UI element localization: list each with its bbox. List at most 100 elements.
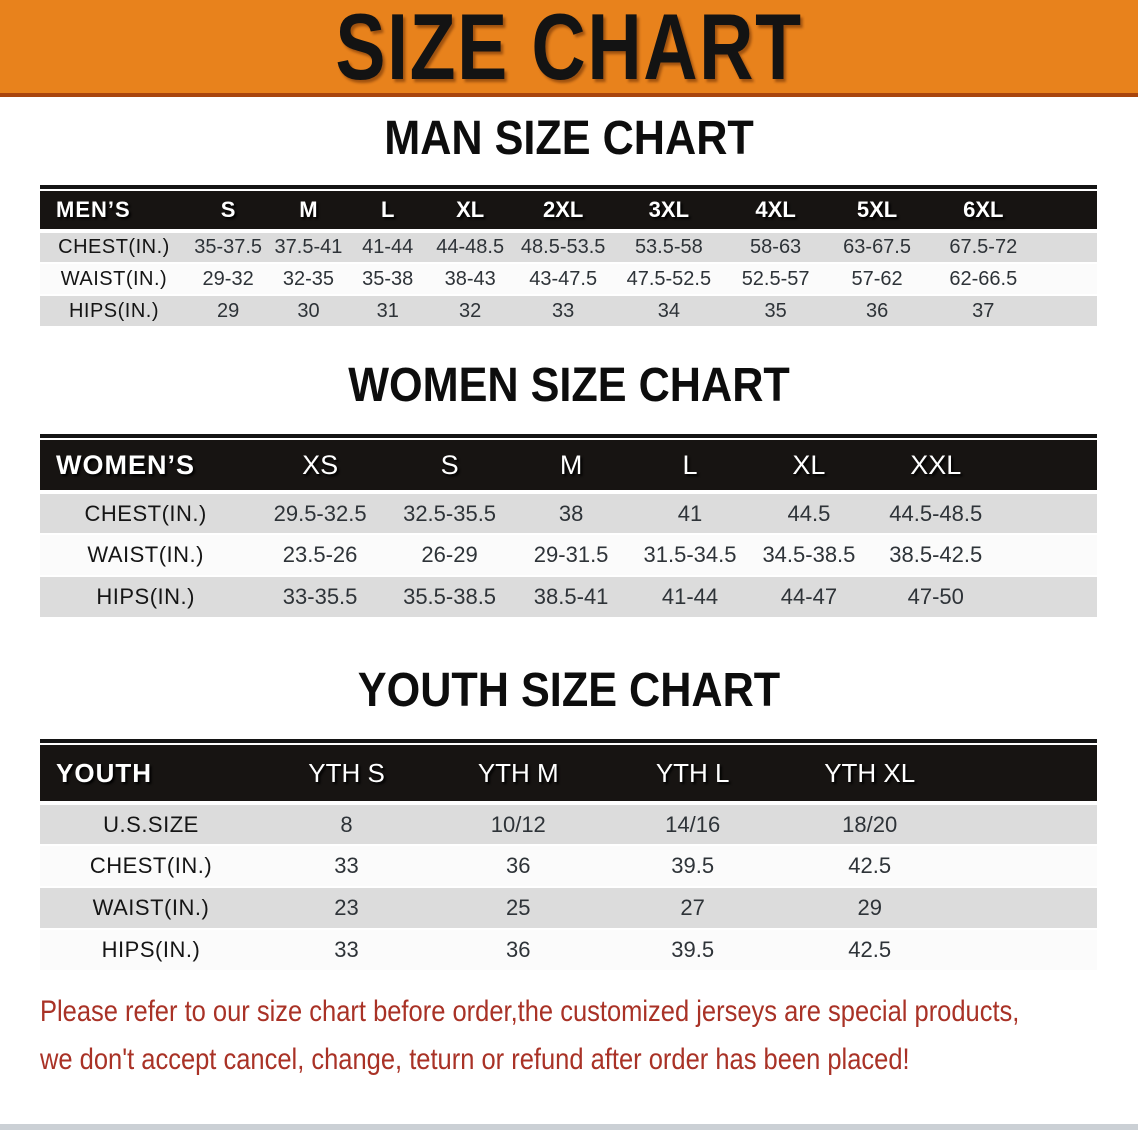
men-col-header: L — [348, 191, 427, 233]
spacer-cell — [1038, 231, 1097, 264]
size-cell: 29.5-32.5 — [251, 492, 389, 535]
youth-size-table: YOUTH YTH S YTH M YTH L YTH XL U.S.SIZE … — [40, 745, 1097, 972]
disclaimer-line-1: Please refer to our size chart before or… — [40, 995, 1020, 1028]
youth-section-heading: YOUTH SIZE CHART — [357, 664, 781, 717]
spacer-cell — [959, 803, 1097, 846]
size-cell: 29-32 — [187, 263, 269, 296]
men-section-heading: MAN SIZE CHART — [384, 112, 754, 165]
disclaimer-line-2: we don't accept cancel, change, teturn o… — [40, 1043, 910, 1076]
size-cell: 39.5 — [605, 845, 780, 888]
size-cell: 14/16 — [605, 803, 780, 846]
men-col-header: 3XL — [612, 191, 725, 233]
row-label: CHEST(IN.) — [40, 845, 262, 888]
spacer-cell — [959, 929, 1097, 972]
size-cell: 35-37.5 — [187, 231, 269, 264]
youth-col-header: YTH M — [431, 745, 606, 805]
men-header-row: MEN’S S M L XL 2XL 3XL 4XL 5XL 6XL — [40, 191, 1097, 233]
women-corner-label: WOMEN’S — [40, 440, 252, 494]
size-cell: 36 — [431, 929, 606, 972]
men-col-header: XL — [426, 191, 514, 233]
size-cell: 32.5-35.5 — [388, 492, 511, 535]
row-label: U.S.SIZE — [40, 803, 262, 846]
size-cell: 26-29 — [388, 534, 511, 577]
size-cell: 62-66.5 — [927, 263, 1039, 296]
row-label: CHEST(IN.) — [40, 231, 188, 264]
size-cell: 37.5-41 — [268, 231, 349, 264]
size-cell: 18/20 — [779, 803, 960, 846]
size-cell: 38-43 — [426, 263, 514, 296]
size-cell: 57-62 — [826, 263, 928, 296]
size-cell: 29 — [187, 295, 269, 328]
size-cell: 33 — [261, 845, 432, 888]
size-cell: 33 — [513, 295, 613, 328]
women-waist-row: WAIST(IN.) 23.5-26 26-29 29-31.5 31.5-34… — [40, 534, 1097, 577]
size-cell: 42.5 — [779, 929, 960, 972]
size-cell: 34.5-38.5 — [748, 534, 870, 577]
row-label: HIPS(IN.) — [40, 929, 262, 972]
bottom-divider — [0, 1124, 1138, 1130]
men-col-header: 4XL — [724, 191, 827, 233]
men-chest-row: CHEST(IN.) 35-37.5 37.5-41 41-44 44-48.5… — [40, 231, 1097, 264]
women-chest-row: CHEST(IN.) 29.5-32.5 32.5-35.5 38 41 44.… — [40, 492, 1097, 535]
men-header-spacer — [1038, 191, 1097, 233]
youth-col-header: YTH S — [261, 745, 432, 805]
size-cell: 47.5-52.5 — [612, 263, 725, 296]
women-col-header: M — [510, 440, 632, 494]
women-hips-row: HIPS(IN.) 33-35.5 35.5-38.5 38.5-41 41-4… — [40, 576, 1097, 619]
youth-hips-row: HIPS(IN.) 33 36 39.5 42.5 — [40, 929, 1097, 972]
women-col-header: XL — [748, 440, 870, 494]
size-cell: 27 — [605, 887, 780, 930]
size-cell: 25 — [431, 887, 606, 930]
size-cell: 53.5-58 — [612, 231, 725, 264]
size-cell: 44-48.5 — [426, 231, 514, 264]
size-cell: 8 — [261, 803, 432, 846]
size-cell: 35 — [724, 295, 827, 328]
spacer-cell — [959, 845, 1097, 888]
size-cell: 31.5-34.5 — [631, 534, 749, 577]
banner: SIZE CHART — [0, 0, 1138, 97]
women-col-header: S — [388, 440, 511, 494]
size-cell: 37 — [927, 295, 1039, 328]
size-cell: 63-67.5 — [826, 231, 928, 264]
youth-waist-row: WAIST(IN.) 23 25 27 29 — [40, 887, 1097, 930]
size-cell: 58-63 — [724, 231, 827, 264]
size-cell: 33-35.5 — [251, 576, 389, 619]
size-cell: 32 — [426, 295, 514, 328]
youth-ussize-row: U.S.SIZE 8 10/12 14/16 18/20 — [40, 803, 1097, 846]
youth-chest-row: CHEST(IN.) 33 36 39.5 42.5 — [40, 845, 1097, 888]
size-cell: 42.5 — [779, 845, 960, 888]
size-cell: 29 — [779, 887, 960, 930]
row-label: WAIST(IN.) — [40, 887, 262, 930]
spacer-cell — [959, 887, 1097, 930]
size-cell: 23 — [261, 887, 432, 930]
page-title: SIZE CHART — [335, 0, 803, 99]
size-cell: 47-50 — [869, 576, 1002, 619]
size-cell: 36 — [431, 845, 606, 888]
row-label: WAIST(IN.) — [40, 263, 188, 296]
size-cell: 36 — [826, 295, 928, 328]
women-section-heading: WOMEN SIZE CHART — [348, 359, 790, 412]
size-cell: 44-47 — [748, 576, 870, 619]
women-col-header: XXL — [869, 440, 1002, 494]
size-cell: 48.5-53.5 — [513, 231, 613, 264]
size-cell: 52.5-57 — [724, 263, 827, 296]
youth-header-row: YOUTH YTH S YTH M YTH L YTH XL — [40, 745, 1097, 805]
row-label: HIPS(IN.) — [40, 576, 252, 619]
women-header-row: WOMEN’S XS S M L XL XXL — [40, 440, 1097, 494]
size-cell: 39.5 — [605, 929, 780, 972]
youth-corner-label: YOUTH — [40, 745, 262, 805]
men-col-header: 5XL — [826, 191, 928, 233]
size-cell: 41-44 — [348, 231, 427, 264]
men-col-header: 2XL — [513, 191, 613, 233]
youth-header-spacer — [959, 745, 1097, 805]
size-cell: 33 — [261, 929, 432, 972]
size-cell: 32-35 — [268, 263, 349, 296]
men-size-table: MEN’S S M L XL 2XL 3XL 4XL 5XL 6XL CHEST… — [40, 191, 1097, 328]
size-cell: 38 — [510, 492, 632, 535]
size-cell: 35-38 — [348, 263, 427, 296]
women-col-header: L — [631, 440, 749, 494]
size-cell: 67.5-72 — [927, 231, 1039, 264]
women-size-table-wrap: WOMEN’S XS S M L XL XXL CHEST(IN.) 29.5-… — [40, 434, 1097, 619]
size-cell: 35.5-38.5 — [388, 576, 511, 619]
